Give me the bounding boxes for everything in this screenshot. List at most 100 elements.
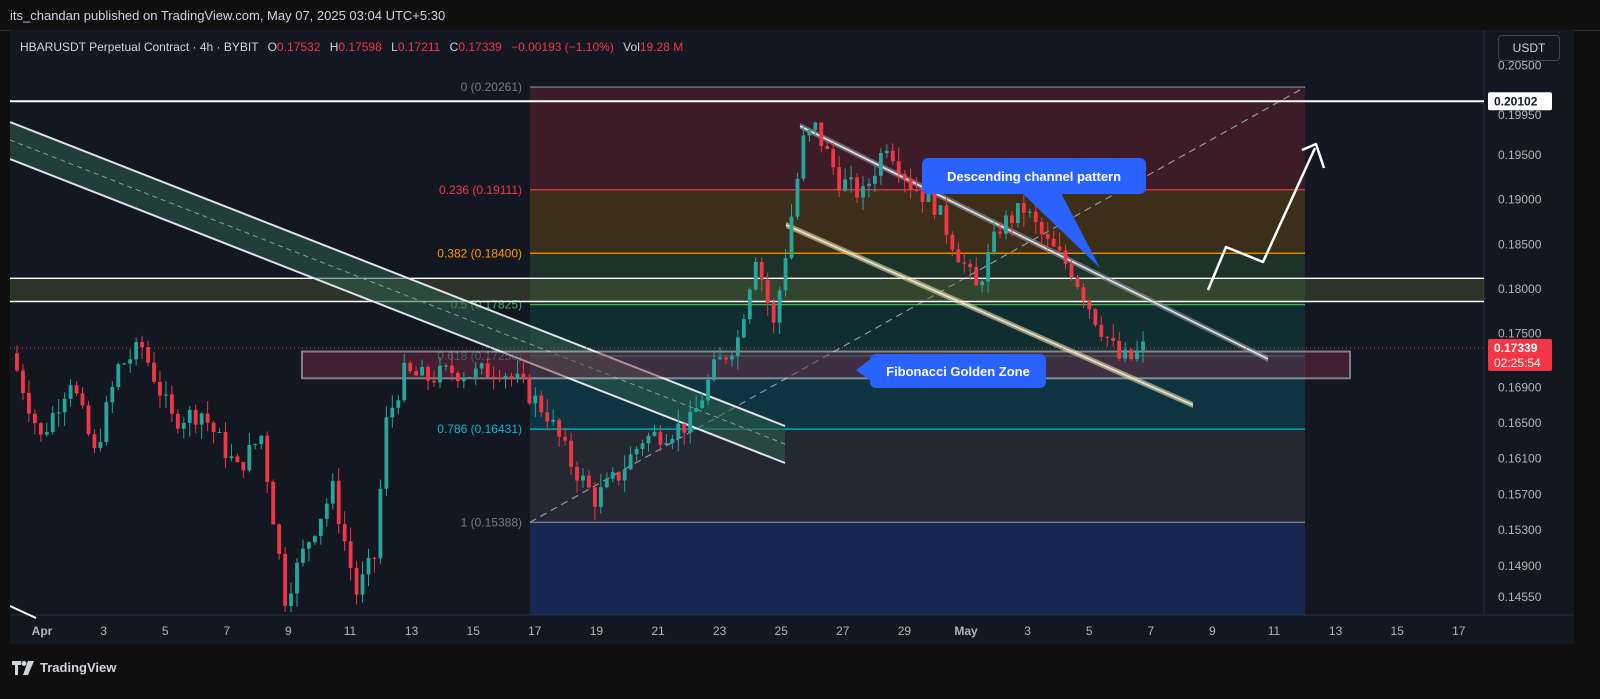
candle-body: [509, 375, 514, 378]
time-tick-label: 23: [713, 624, 727, 638]
candle-body: [187, 409, 192, 423]
candle-body: [813, 122, 818, 130]
candle-body: [158, 381, 162, 396]
candle-body: [575, 466, 579, 481]
price-tick-label: 0.16900: [1498, 380, 1542, 394]
candle-body: [1135, 350, 1139, 360]
candle-body: [479, 363, 484, 369]
candle-body: [86, 405, 91, 435]
lower-stub-line: [10, 605, 37, 619]
candle-body: [295, 562, 299, 594]
candle-body: [616, 472, 621, 481]
tradingview-logo-icon: [12, 660, 34, 675]
fib-trend-line: [529, 86, 1306, 523]
candle-body: [217, 431, 222, 433]
symbol-label[interactable]: HBARUSDT Perpetual Contract · 4h · BYBIT: [20, 40, 259, 54]
candle-body: [164, 394, 168, 396]
countdown-text: 02:25:54: [1494, 356, 1541, 370]
candle-body: [455, 373, 460, 382]
candle-body: [92, 434, 97, 449]
candle-body: [1004, 215, 1008, 234]
candle-body: [843, 179, 848, 191]
tradingview-brand[interactable]: TradingView: [12, 660, 116, 675]
old-channel-upper: [10, 121, 786, 427]
candle-body: [497, 377, 502, 379]
time-tick-label: 5: [162, 624, 169, 638]
golden-callout-box: [870, 354, 1046, 388]
candle-body: [384, 417, 389, 489]
desc-channel-upper: [799, 125, 1269, 360]
candle-body: [199, 413, 204, 425]
projection-path: [1206, 147, 1317, 291]
open-value: 0.17532: [277, 40, 321, 54]
candle-body: [289, 593, 293, 606]
candle-body: [783, 258, 788, 291]
price-tick-label: 0.19950: [1498, 108, 1542, 122]
candle-body: [545, 412, 550, 422]
brand-name: TradingView: [40, 660, 117, 675]
candle-body: [646, 435, 651, 444]
candle-body: [21, 370, 25, 393]
time-tick-label: 11: [1268, 624, 1281, 638]
candle-body: [920, 191, 925, 203]
fib-extension-zone: [530, 522, 1305, 615]
candle-body: [229, 456, 234, 459]
candle-body: [175, 413, 180, 429]
candle-body: [914, 189, 919, 192]
candle-body: [247, 445, 252, 471]
candle-body: [342, 524, 347, 542]
candle-body: [1063, 250, 1068, 264]
candle-body: [390, 407, 395, 418]
candle-body: [1039, 221, 1044, 235]
candle-body: [461, 378, 466, 382]
candle-body: [1123, 349, 1128, 359]
currency-unit-button[interactable]: USDT: [1498, 35, 1560, 61]
time-tick-label: 25: [775, 624, 789, 638]
price-tick-label: 0.15300: [1498, 523, 1542, 537]
candle-body: [908, 178, 913, 190]
candle-body: [271, 481, 276, 525]
candle-body: [706, 379, 711, 401]
candle-body: [557, 419, 562, 437]
candle-body: [664, 442, 669, 445]
old-channel-lower: [10, 158, 786, 464]
candle-body: [348, 541, 353, 568]
candle-body: [1117, 340, 1122, 359]
candle-body: [354, 567, 359, 595]
target-price-badge: [1488, 92, 1552, 111]
candle-body: [62, 398, 67, 413]
candle-body: [1033, 211, 1038, 222]
golden-callout-text: Fibonacci Golden Zone: [886, 364, 1030, 379]
candle-body: [98, 441, 103, 449]
candle-body: [718, 357, 722, 360]
candle-body: [301, 548, 305, 563]
price-chart[interactable]: 0 (0.20261) 0.236 (0.19111) 0.382 (0.18400…: [10, 30, 1574, 644]
price-tick-label: 0.19500: [1498, 148, 1542, 162]
candle-body: [771, 302, 776, 323]
footer: TradingView: [0, 653, 1600, 699]
time-tick-label: 21: [651, 624, 665, 638]
fib-zone-band: [530, 87, 1305, 190]
candle-body: [539, 395, 544, 413]
candle-body: [438, 365, 442, 383]
candle-body: [414, 371, 419, 376]
candle-body: [1081, 287, 1086, 301]
candle-body: [444, 365, 448, 367]
volume-value: 19.28 M: [639, 40, 684, 54]
candle-body: [873, 175, 877, 184]
time-tick-label: 27: [836, 624, 850, 638]
candle-body: [592, 487, 597, 507]
candle-body: [378, 488, 383, 559]
high-label: H: [329, 40, 339, 54]
old-channel-mid: [10, 139, 786, 445]
candle-body: [1015, 203, 1020, 224]
candle-body: [724, 357, 728, 360]
candle-body: [32, 413, 37, 424]
candle-body: [700, 400, 705, 409]
chart-panel[interactable]: 0 (0.20261) 0.236 (0.19111) 0.382 (0.18400…: [10, 30, 1574, 644]
candle-body: [80, 393, 85, 406]
candle-body: [432, 380, 436, 383]
candle-body: [169, 394, 174, 414]
time-tick-label: 15: [1391, 624, 1405, 638]
candle-body: [259, 435, 264, 445]
